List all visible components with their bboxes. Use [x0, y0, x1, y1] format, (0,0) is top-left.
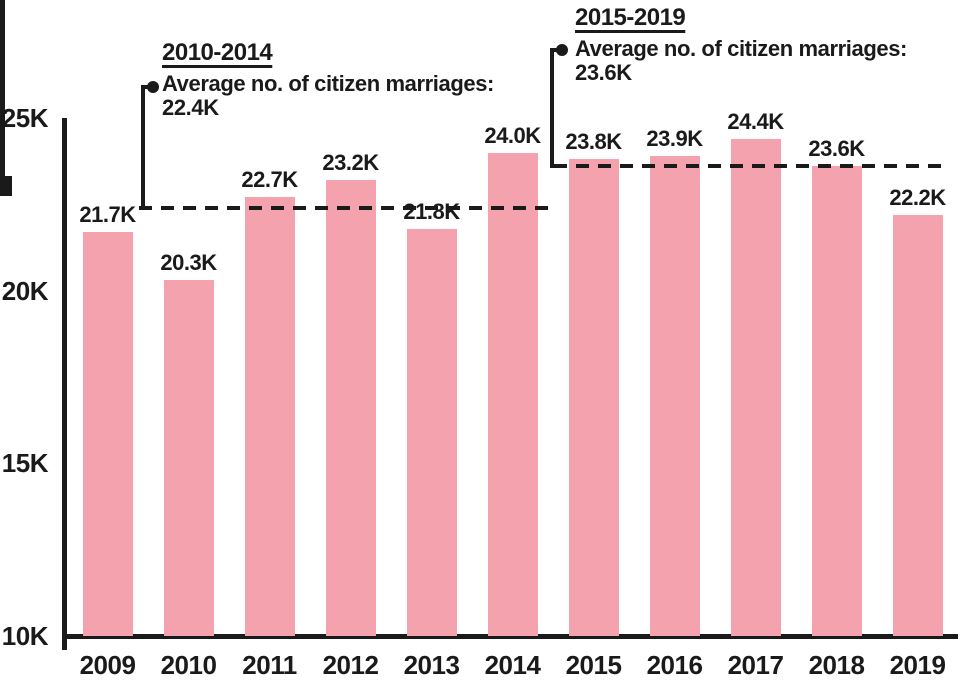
bar-2019	[892, 214, 943, 636]
x-axis-label-2011: 2011	[242, 650, 297, 680]
bar-2011	[244, 197, 295, 636]
annotation-connector-line	[550, 48, 554, 169]
x-tick	[0, 112, 5, 128]
bar-value-label-2017: 24.4K	[727, 108, 784, 134]
annotation-average-value: 22.4K	[162, 95, 219, 120]
bar-value-label-2013: 21.8K	[403, 198, 460, 224]
y-axis-label-15k: 15K	[1, 448, 49, 479]
x-tick	[0, 144, 5, 160]
annotation-connector-line	[141, 85, 145, 210]
y-axis-label-25k: 25K	[1, 103, 49, 133]
y-tick	[0, 181, 12, 186]
bar-2018	[811, 166, 862, 636]
annotation-2015-2019: 2015-2019 Average no. of citizen marriag…	[575, 4, 907, 85]
y-axis-line	[62, 118, 67, 650]
annotation-connector-dot	[147, 81, 159, 93]
bar-value-label-2011: 22.7K	[241, 167, 298, 193]
annotation-text-line1: Average no. of citizen marriages:	[575, 36, 907, 61]
bar-2012	[325, 180, 376, 636]
bar-value-label-2019: 22.2K	[889, 184, 946, 210]
x-tick	[0, 160, 5, 176]
x-axis-label-2014: 2014	[484, 650, 541, 680]
x-tick	[0, 80, 5, 96]
bar-2015	[568, 159, 619, 636]
x-tick	[0, 0, 5, 16]
bar-2014	[487, 152, 538, 636]
x-axis-label-2016: 2016	[646, 650, 703, 680]
x-tick	[0, 32, 5, 48]
x-tick	[0, 128, 5, 144]
average-dash-line-2015-2019	[554, 164, 948, 169]
annotation-average-value: 23.6K	[575, 60, 632, 85]
y-axis-label-10k: 10K	[1, 621, 49, 651]
y-tick	[0, 176, 12, 181]
bar-value-label-2014: 24.0K	[484, 122, 541, 148]
bar-value-label-2012: 23.2K	[322, 150, 379, 176]
bar-value-label-2010: 20.3K	[160, 250, 217, 276]
annotation-connector-dot	[556, 44, 568, 56]
x-axis-label-2012: 2012	[322, 650, 379, 680]
y-tick	[0, 191, 12, 196]
x-tick	[0, 16, 5, 32]
x-axis-label-2015: 2015	[565, 650, 622, 680]
annotation-2010-2014: 2010-2014 Average no. of citizen marriag…	[162, 39, 494, 120]
annotation-period-label: 2010-2014	[162, 39, 273, 66]
annotation-period-label: 2015-2019	[575, 4, 686, 31]
x-axis-label-2009: 2009	[79, 650, 136, 680]
x-axis-label-2018: 2018	[808, 650, 865, 680]
bar-2009	[82, 231, 133, 636]
x-axis-label-2010: 2010	[160, 650, 217, 680]
bar-value-label-2015: 23.8K	[565, 129, 622, 155]
average-dash-line-2010-2014	[139, 205, 548, 210]
bar-value-label-2018: 23.6K	[808, 136, 865, 162]
bar-2010	[163, 280, 214, 636]
x-tick	[0, 64, 5, 80]
annotation-text-line1: Average no. of citizen marriages:	[162, 71, 494, 96]
y-tick	[0, 186, 12, 191]
x-tick	[0, 48, 5, 64]
x-axis-label-2017: 2017	[727, 650, 784, 680]
bar-value-label-2016: 23.9K	[646, 125, 703, 151]
x-axis-line	[62, 634, 958, 639]
y-axis-label-20k: 20K	[1, 275, 49, 306]
x-axis-label-2019: 2019	[889, 650, 946, 680]
x-axis-label-2013: 2013	[403, 650, 460, 680]
bar-value-label-2009: 21.7K	[79, 201, 136, 227]
bar-2017	[730, 138, 781, 636]
bar-2013	[406, 228, 457, 636]
bar-2016	[649, 155, 700, 636]
x-tick	[0, 96, 5, 112]
